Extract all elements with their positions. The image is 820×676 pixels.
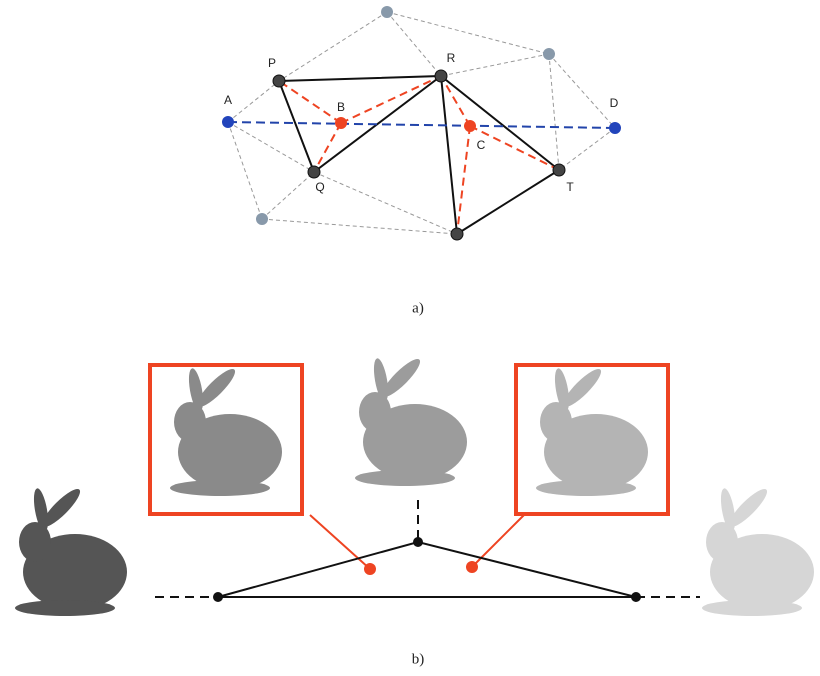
node-label: B (337, 100, 345, 114)
bunny-image (170, 365, 282, 496)
blue-path (228, 122, 615, 128)
node (466, 561, 478, 573)
interpolation-diagram (15, 355, 814, 616)
caption: b) (412, 651, 425, 667)
black-edges (279, 76, 559, 234)
node (435, 70, 447, 82)
node (213, 592, 223, 602)
node-label: A (224, 93, 232, 107)
node-label: Q (315, 180, 324, 194)
node (273, 75, 285, 87)
bunny-image (702, 485, 814, 616)
node-label: C (477, 138, 486, 152)
caption: a) (412, 300, 424, 316)
node (553, 164, 565, 176)
node-label: D (610, 96, 619, 110)
node (222, 116, 234, 128)
mesh-graph: P R A B C D Q T (222, 6, 621, 240)
node-label: R (447, 51, 456, 65)
node (308, 166, 320, 178)
node-label: P (268, 56, 276, 70)
bunny-image (15, 485, 127, 616)
node (631, 592, 641, 602)
figure: P R A B C D Q T a) (0, 0, 820, 676)
nodes (222, 6, 621, 240)
node (256, 213, 268, 225)
bunny-image (355, 355, 467, 486)
node (543, 48, 555, 60)
node (364, 563, 376, 575)
node (335, 117, 347, 129)
node (381, 6, 393, 18)
red-edges (279, 76, 559, 234)
bunny-image (536, 365, 648, 496)
node (413, 537, 423, 547)
node-label: T (566, 180, 574, 194)
node (609, 122, 621, 134)
edges (218, 542, 636, 597)
node (451, 228, 463, 240)
node (464, 120, 476, 132)
